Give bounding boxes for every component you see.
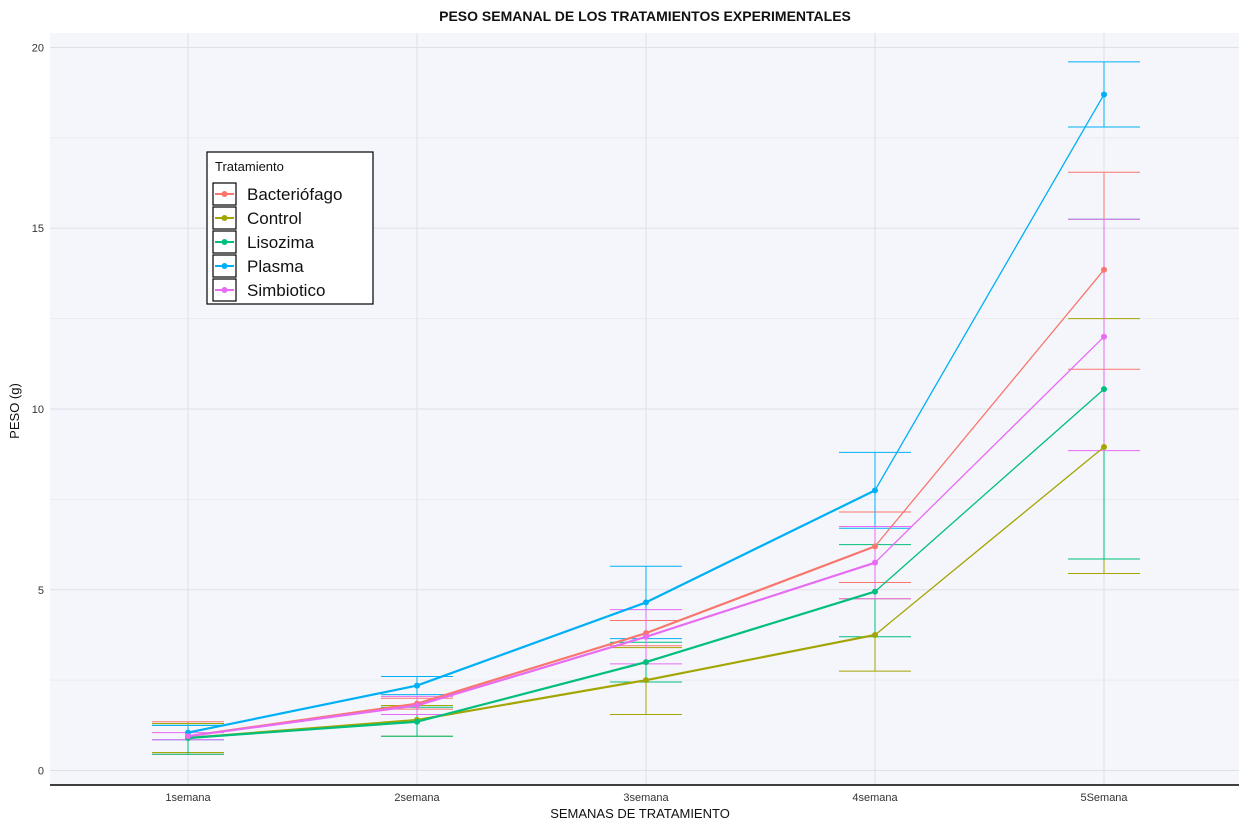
data-point <box>185 733 191 740</box>
y-tick-label: 0 <box>38 766 44 778</box>
data-point <box>872 559 878 566</box>
series-line-segment <box>415 635 648 707</box>
legend-title: Tratamiento <box>215 159 284 174</box>
legend-label: Control <box>247 209 302 228</box>
series-line-segment <box>644 561 877 638</box>
series-line-segment <box>644 633 877 682</box>
x-tick-label: 2semana <box>394 792 440 804</box>
data-point <box>414 718 420 725</box>
legend: Tratamiento Bacteriófago Control Lisozima P… <box>206 151 374 305</box>
data-point <box>643 659 649 666</box>
data-point <box>643 599 649 606</box>
legend-key-point <box>221 287 228 293</box>
series-line-segment <box>415 632 648 705</box>
plot-panel: 0 5 10 15 20 1semana 2semana 3semana 4semana 5Sem… <box>32 33 1239 804</box>
series-line-segment <box>186 704 419 738</box>
y-axis-title: PESO (g) <box>7 383 22 439</box>
x-tick-label: 4semana <box>852 792 898 804</box>
series-line-segment <box>644 545 877 635</box>
data-point <box>414 702 420 709</box>
legend-label: Plasma <box>247 257 304 276</box>
data-point <box>643 633 649 640</box>
series-line-segment <box>186 720 419 740</box>
series-line-segment <box>415 660 648 723</box>
y-tick-label: 15 <box>32 223 44 235</box>
data-point <box>872 588 878 595</box>
data-point <box>872 631 878 638</box>
data-point <box>1101 266 1107 273</box>
x-tick-label: 3semana <box>623 792 669 804</box>
series-line-segment <box>874 269 1105 548</box>
y-tick-label: 5 <box>38 585 44 597</box>
data-point <box>1101 333 1107 340</box>
y-tick-label: 20 <box>32 42 44 54</box>
series-line-segment <box>644 590 877 664</box>
x-tick-label: 1semana <box>165 792 211 804</box>
series-line-segment <box>644 489 877 604</box>
legend-label: Simbiotico <box>247 281 325 300</box>
series-line-segment <box>415 601 648 687</box>
data-point <box>1101 91 1107 98</box>
data-point <box>872 543 878 550</box>
data-point <box>414 682 420 689</box>
legend-key-point <box>221 239 228 245</box>
data-point <box>1101 443 1107 450</box>
series-line-segment <box>874 336 1105 564</box>
y-tick-label: 10 <box>32 404 44 416</box>
legend-key-point <box>221 215 228 221</box>
x-axis-title: SEMANAS DE TRATAMIENTO <box>550 806 730 821</box>
data-point <box>643 677 649 684</box>
series-line-segment <box>415 679 648 722</box>
data-point <box>872 487 878 494</box>
series-line-segment <box>186 684 419 734</box>
legend-key-point <box>221 263 228 269</box>
series-line-segment <box>874 93 1105 491</box>
legend-key-point <box>221 191 228 197</box>
x-tick-label: 5Semana <box>1080 792 1128 804</box>
series-line-segment <box>874 388 1105 593</box>
legend-label: Bacteriófago <box>247 185 342 204</box>
series-line-segment <box>874 446 1105 636</box>
legend-label: Lisozima <box>247 233 315 252</box>
data-point <box>1101 386 1107 393</box>
chart-title: PESO SEMANAL DE LOS TRATAMIENTOS EXPERIM… <box>439 8 851 24</box>
